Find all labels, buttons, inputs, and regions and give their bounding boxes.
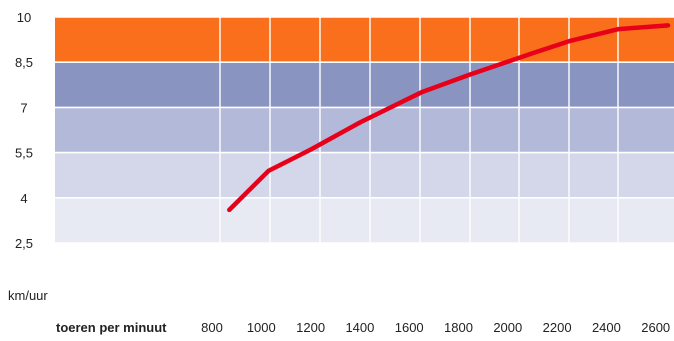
x-tick-label: 1800 [444,320,473,335]
x-axis-label: toeren per minuut [56,320,167,335]
x-tick-label: 2400 [592,320,621,335]
x-tick-label: 1600 [395,320,424,335]
x-tick-label: 2000 [493,320,522,335]
band-2 [55,107,674,153]
y-axis-label: km/uur [8,288,48,303]
x-tick-label: 2200 [543,320,572,335]
y-tick-label: 5,5 [15,146,33,161]
y-tick-label: 4 [20,191,27,206]
y-tick-label: 2,5 [15,236,33,251]
band-0 [55,197,674,243]
x-tick-label: 2600 [641,320,670,335]
x-tick-label: 800 [201,320,223,335]
y-tick-label: 10 [17,10,31,25]
y-tick-label: 7 [20,100,27,115]
x-tick-label: 1000 [247,320,276,335]
series-line-0 [227,23,671,213]
x-tick-label: 1200 [296,320,325,335]
y-tick-label: 8,5 [15,55,33,70]
band-3 [55,62,674,108]
band-1 [55,152,674,198]
x-tick-label: 1400 [345,320,374,335]
